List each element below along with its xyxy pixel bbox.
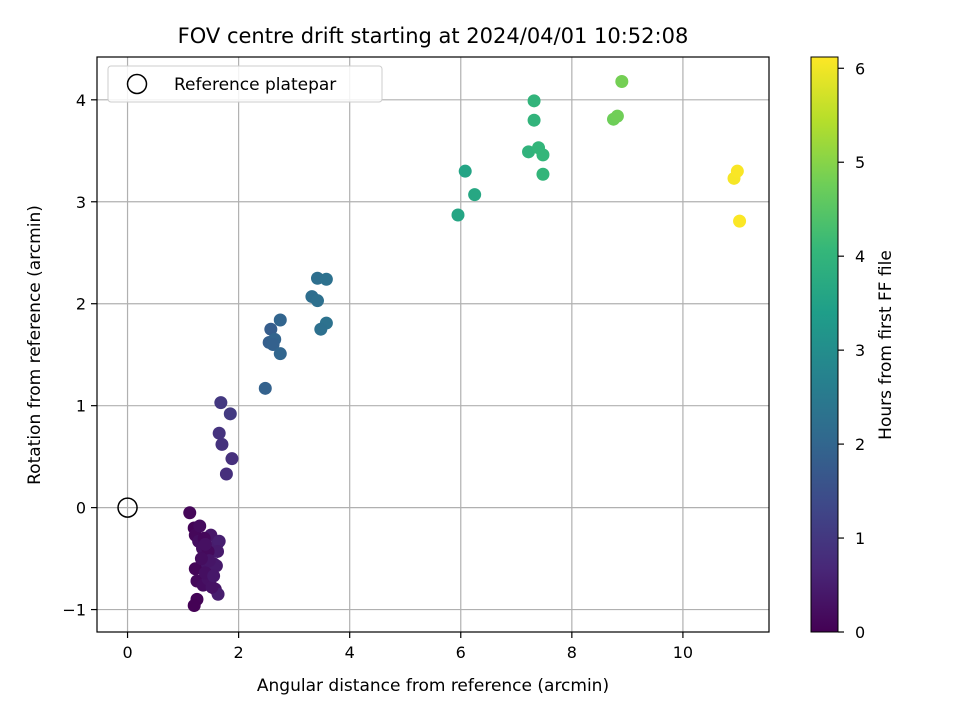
x-axis-label: Angular distance from reference (arcmin) bbox=[257, 676, 609, 696]
data-point bbox=[310, 294, 324, 308]
colorbar-label: Hours from first FF file bbox=[876, 250, 896, 440]
x-tick-label: 10 bbox=[673, 643, 693, 662]
legend-marker-icon bbox=[126, 73, 148, 95]
data-point bbox=[319, 272, 333, 286]
data-point bbox=[615, 74, 629, 88]
x-tick-label: 6 bbox=[456, 643, 466, 662]
data-point bbox=[212, 426, 226, 440]
data-point bbox=[215, 437, 229, 451]
y-tick-label: 3 bbox=[76, 193, 86, 212]
y-tick-label: 2 bbox=[76, 295, 86, 314]
data-point bbox=[458, 164, 472, 178]
colorbar-frame bbox=[810, 56, 839, 633]
data-point bbox=[264, 322, 278, 336]
data-point bbox=[266, 338, 280, 351]
data-point bbox=[451, 208, 465, 222]
colorbar-tick-label: 4 bbox=[855, 247, 865, 266]
x-tick-label: 4 bbox=[345, 643, 355, 662]
data-point bbox=[610, 109, 624, 123]
data-point bbox=[219, 467, 233, 481]
y-tick-label: 0 bbox=[76, 499, 86, 518]
data-point bbox=[183, 506, 197, 520]
legend: Reference platepar bbox=[107, 65, 383, 103]
plot-frame bbox=[96, 56, 770, 633]
x-tick-label: 2 bbox=[234, 643, 244, 662]
data-point bbox=[258, 381, 272, 395]
data-point bbox=[468, 188, 482, 202]
colorbar-tick-label: 6 bbox=[855, 59, 865, 78]
data-point bbox=[207, 569, 221, 583]
data-point bbox=[522, 145, 536, 159]
data-point bbox=[225, 452, 239, 466]
y-tick-label: 4 bbox=[76, 91, 86, 110]
colorbar-tick-label: 2 bbox=[855, 435, 865, 454]
data-point bbox=[223, 407, 237, 421]
data-point bbox=[733, 214, 747, 228]
data-point bbox=[536, 148, 550, 162]
reference-platepar-marker bbox=[117, 497, 138, 518]
colorbar-tick-label: 5 bbox=[855, 153, 865, 172]
colorbar-ticks: 0 1 2 3 4 5 6 bbox=[838, 59, 865, 642]
legend-box bbox=[107, 65, 383, 103]
data-point bbox=[273, 347, 287, 361]
y-axis-ticks: −1 0 1 2 3 4 bbox=[62, 91, 97, 620]
data-points bbox=[183, 74, 747, 612]
x-tick-label: 8 bbox=[567, 643, 577, 662]
data-point bbox=[194, 552, 208, 566]
colorbar-tick-label: 1 bbox=[855, 529, 865, 548]
data-point bbox=[188, 562, 202, 576]
data-point bbox=[193, 519, 207, 533]
data-point bbox=[730, 164, 744, 178]
y-axis-label: Rotation from reference (arcmin) bbox=[25, 205, 45, 485]
grid-lines bbox=[97, 57, 769, 632]
legend-label: Reference platepar bbox=[174, 75, 336, 95]
data-point bbox=[205, 580, 219, 594]
data-point bbox=[314, 322, 328, 336]
data-point bbox=[527, 94, 541, 108]
data-point bbox=[527, 113, 541, 127]
x-axis-ticks: 0 2 4 6 8 10 bbox=[122, 632, 693, 662]
y-tick-label: 1 bbox=[76, 397, 86, 416]
colorbar bbox=[811, 57, 838, 632]
data-point bbox=[187, 598, 201, 612]
x-tick-label: 0 bbox=[122, 643, 132, 662]
data-point bbox=[211, 544, 225, 558]
data-point bbox=[536, 167, 550, 181]
colorbar-tick-label: 3 bbox=[855, 341, 865, 360]
data-point bbox=[198, 537, 212, 551]
data-point bbox=[212, 534, 226, 548]
chart-title: FOV centre drift starting at 2024/04/01 … bbox=[178, 24, 689, 48]
y-tick-label: −1 bbox=[62, 601, 86, 620]
colorbar-tick-label: 0 bbox=[855, 623, 865, 642]
data-point bbox=[214, 396, 228, 410]
data-point bbox=[273, 313, 287, 327]
